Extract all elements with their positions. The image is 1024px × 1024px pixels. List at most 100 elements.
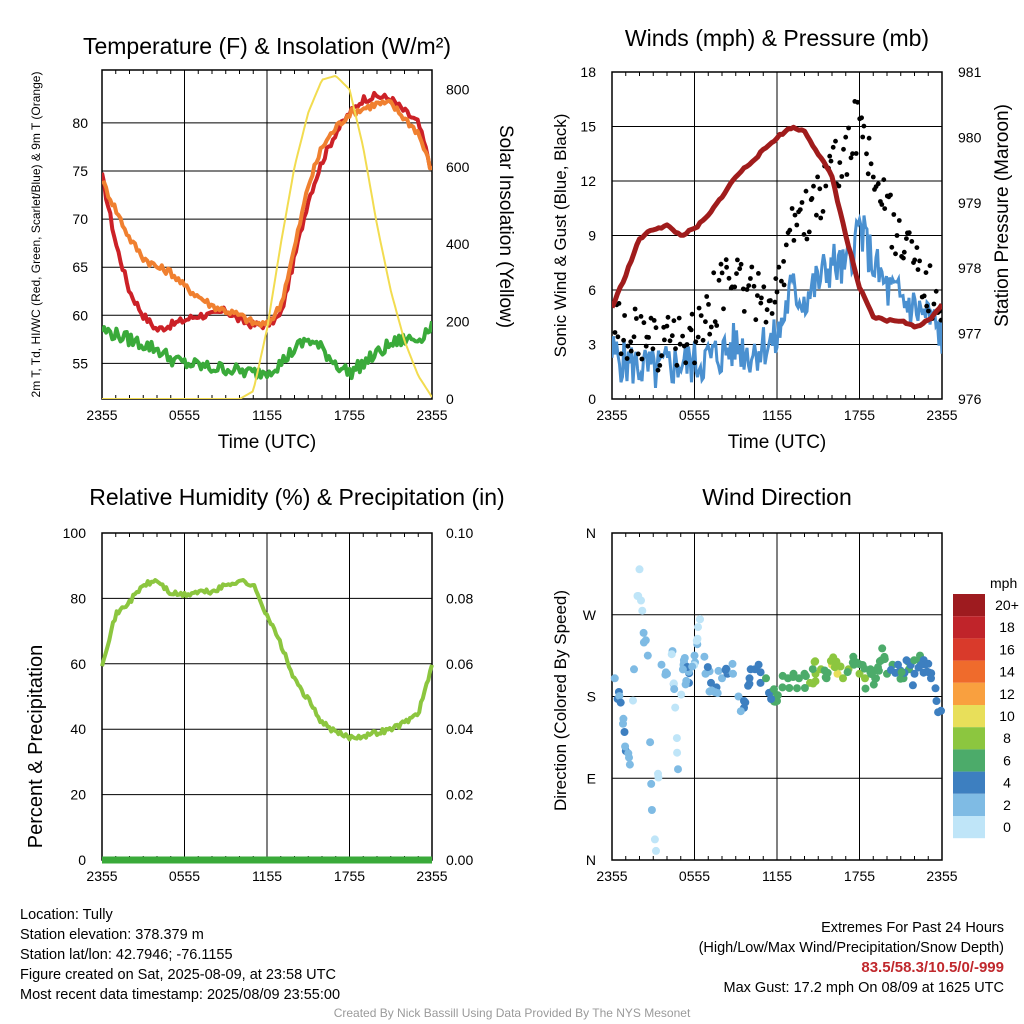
direction-point xyxy=(667,650,676,659)
direction-point xyxy=(762,674,770,683)
gust-point xyxy=(924,303,930,309)
direction-point xyxy=(641,636,650,645)
gust-point xyxy=(726,275,732,281)
gust-point xyxy=(677,341,683,347)
credit-text: Created By Nick Bassill Using Data Provi… xyxy=(333,1006,691,1020)
direction-point xyxy=(793,684,801,693)
direction-point xyxy=(756,678,765,687)
gust-point xyxy=(769,311,775,316)
y2-tick-label: 976 xyxy=(958,391,982,407)
legend-swatch xyxy=(953,771,985,794)
gust-point xyxy=(664,323,670,329)
location-text: Location: Tully xyxy=(20,907,113,923)
direction-point xyxy=(855,669,864,678)
y-tick-label: N xyxy=(586,525,596,541)
x-tick-label: 0555 xyxy=(679,868,710,884)
chart-title: Temperature (F) & Insolation (W/m²) xyxy=(83,33,451,59)
series-line-sonic-wind xyxy=(612,213,942,389)
gust-point xyxy=(912,257,918,263)
direction-point xyxy=(744,681,753,690)
gust-point xyxy=(721,306,726,312)
gust-point xyxy=(868,161,874,167)
y-tick-label: 15 xyxy=(580,119,596,135)
y-tick-label: 55 xyxy=(72,355,88,371)
y-tick-label: 60 xyxy=(70,656,86,672)
chart-title: Winds (mph) & Pressure (mb) xyxy=(625,25,929,51)
gust-point xyxy=(783,242,789,248)
gust-point xyxy=(639,356,645,362)
gust-point xyxy=(781,259,786,264)
direction-point xyxy=(688,662,697,671)
chart-3-frame: Relative Humidity (%) & Precipitation (i… xyxy=(25,484,505,884)
direction-point xyxy=(673,748,682,757)
gust-point xyxy=(751,283,757,289)
gust-point xyxy=(712,319,718,325)
x-tick-label: 0555 xyxy=(679,407,710,423)
gust-point xyxy=(870,174,876,180)
direction-point xyxy=(728,659,737,668)
legend-label: 20+ xyxy=(995,597,1019,613)
gust-point xyxy=(866,135,872,141)
gust-point xyxy=(901,249,907,255)
y2-tick-label: 978 xyxy=(958,260,982,276)
legend-swatch xyxy=(953,660,985,683)
direction-point xyxy=(615,692,624,701)
gust-point xyxy=(853,151,859,156)
y-tick-label: 18 xyxy=(580,64,596,80)
direction-point xyxy=(677,690,686,699)
direction-point xyxy=(694,623,702,632)
gust-point xyxy=(759,295,764,301)
direction-point xyxy=(741,698,750,707)
gust-point xyxy=(625,343,631,349)
direction-point xyxy=(620,728,629,736)
y-tick-label: 3 xyxy=(588,337,596,353)
direction-point xyxy=(887,665,895,674)
gust-point xyxy=(641,320,647,326)
direction-point xyxy=(756,668,765,677)
latlon-text: Station lat/lon: 42.7946; -76.1155 xyxy=(20,947,233,963)
direction-point xyxy=(932,697,941,705)
direction-point xyxy=(924,659,933,668)
gust-point xyxy=(659,353,664,359)
series-line-solar-insolation xyxy=(102,75,432,399)
direction-point xyxy=(647,779,656,788)
gust-point xyxy=(734,271,739,276)
gust-point xyxy=(865,171,871,177)
direction-point xyxy=(931,684,940,693)
direction-point xyxy=(681,680,690,689)
legend-label: 6 xyxy=(1003,752,1011,768)
chart-1-frame: Temperature (F) & Insolation (W/m²)2355 0… xyxy=(29,33,516,453)
y2-tick-label: 980 xyxy=(958,129,982,145)
y-tick-label: 65 xyxy=(72,259,88,275)
x-tick-label: 2355 xyxy=(926,407,957,423)
direction-point xyxy=(652,846,660,855)
y-axis-label: Percent & Precipitation xyxy=(25,645,47,848)
gust-point xyxy=(618,351,624,357)
extremes-subheading: (High/Low/Max Wind/Precipitation/Snow De… xyxy=(698,940,1004,956)
direction-point xyxy=(629,696,637,705)
gust-point xyxy=(846,125,851,131)
gust-point xyxy=(650,346,656,352)
gust-point xyxy=(696,305,702,311)
gust-point xyxy=(719,270,725,276)
direction-point xyxy=(693,634,702,643)
y-tick-label: 40 xyxy=(70,721,86,737)
direction-point xyxy=(690,651,699,660)
y-tick-label: 60 xyxy=(72,307,88,323)
direction-point xyxy=(610,674,619,683)
gust-point xyxy=(749,264,755,270)
gust-point xyxy=(738,261,744,267)
meteogram-figure: Temperature (F) & Insolation (W/m²) 2355 0… xyxy=(25,25,1019,884)
gust-point xyxy=(772,299,778,305)
gust-point xyxy=(827,153,833,159)
gust-point xyxy=(671,318,677,324)
gust-point xyxy=(806,229,812,235)
gust-point xyxy=(708,324,714,330)
gust-point xyxy=(655,367,661,373)
direction-point xyxy=(638,606,647,615)
series-line-td xyxy=(102,320,432,381)
direction-point xyxy=(829,653,838,662)
gust-point xyxy=(836,183,842,189)
gust-point xyxy=(864,151,869,157)
gust-point xyxy=(844,172,850,177)
